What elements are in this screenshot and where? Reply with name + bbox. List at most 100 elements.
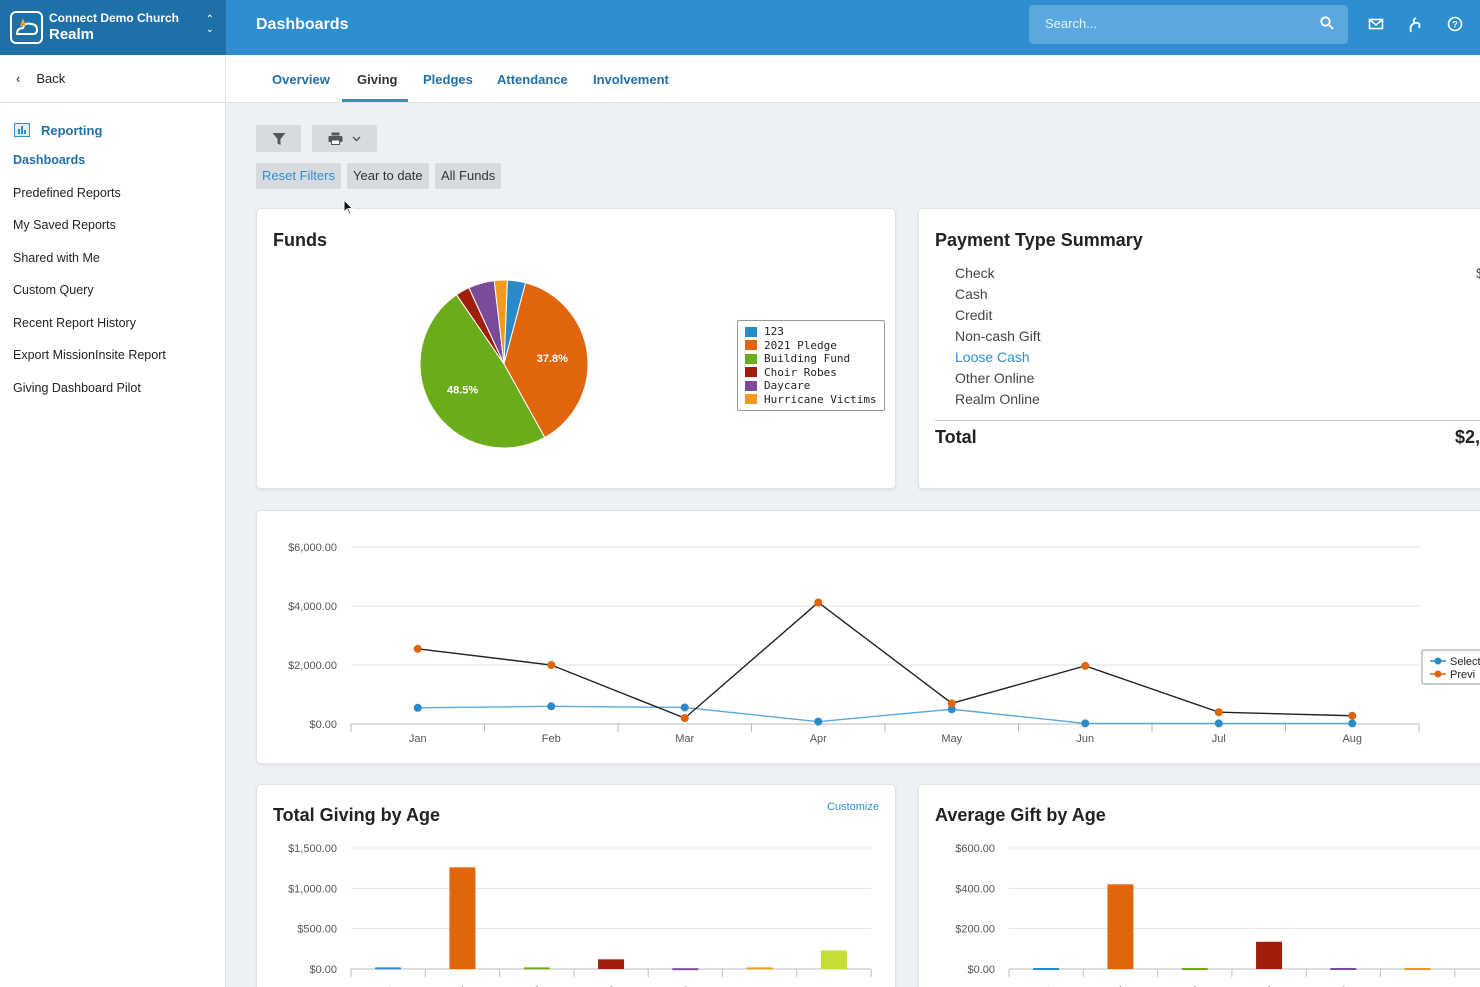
- y-tick-label: $2,000.00: [288, 660, 337, 672]
- data-point: [1348, 719, 1357, 728]
- customize-link[interactable]: Customize: [827, 801, 879, 813]
- reporting-label: Reporting: [41, 122, 103, 138]
- funds-filter-chip[interactable]: All Funds: [435, 163, 502, 189]
- series-line: [417, 705, 1353, 725]
- page-title: Dashboards: [256, 16, 349, 33]
- x-tick-label: May: [941, 733, 962, 745]
- giving-by-age-card: Total Giving by Age Customize $0.00 $500.…: [256, 784, 896, 987]
- sidebar-item-my-saved-reports[interactable]: My Saved Reports: [13, 218, 116, 232]
- org-switcher[interactable]: Connect Demo Church Realm ⌃ ⌄: [0, 0, 226, 55]
- avg-gift-by-age-card: Average Gift by Age $0.00 $200.00 $400.00 $…: [918, 784, 1480, 987]
- sidebar-item-recent-report-history[interactable]: Recent Report History: [13, 315, 136, 330]
- sidebar-item-dashboards[interactable]: Dashboards: [13, 153, 86, 167]
- top-bar: Dashboards ?: [226, 0, 1480, 55]
- funds-title: Funds: [273, 230, 327, 250]
- bar: [672, 968, 699, 971]
- bar: [1033, 967, 1060, 970]
- search-box[interactable]: [1029, 5, 1348, 44]
- active-tab-indicator: [342, 99, 408, 102]
- sidebar-item-custom-query[interactable]: Custom Query: [13, 283, 94, 297]
- sidebar-item-predefined-reports[interactable]: Predefined Reports: [13, 185, 121, 200]
- total-value: $2,: [1455, 427, 1480, 447]
- reset-filters-button[interactable]: Reset Filters: [256, 163, 341, 189]
- reporting-section[interactable]: Reporting: [0, 122, 225, 138]
- payment-row-check: Check: [955, 265, 995, 281]
- legend-swatch: [745, 394, 757, 405]
- bar: [1330, 967, 1357, 970]
- chevron-left-icon: ‹: [16, 71, 21, 86]
- bar: [746, 967, 773, 970]
- data-point: [680, 714, 689, 723]
- tab-involvement[interactable]: Involvement: [593, 72, 669, 87]
- payment-row-noncash: Non-cash Gift: [955, 328, 1041, 344]
- tab-pledges[interactable]: Pledges: [423, 72, 473, 87]
- sidebar-item-shared-with-me[interactable]: Shared with Me: [13, 250, 100, 265]
- tab-overview[interactable]: Overview: [272, 72, 330, 87]
- legend-item: Daycare: [745, 379, 877, 393]
- y-tick-label: $6,000.00: [288, 542, 337, 554]
- print-button[interactable]: [312, 125, 377, 152]
- payment-row-credit: Credit: [955, 307, 993, 323]
- total-label: Total: [935, 427, 977, 447]
- pie-slice: [503, 282, 589, 439]
- legend-item: Choir Robes: [745, 366, 877, 380]
- avg-gift-by-age-chart: $0.00$200.00$400.00$600.00...er...24...3…: [955, 843, 1480, 987]
- payment-check-value: $: [1476, 265, 1480, 281]
- total-divider: [935, 420, 1480, 421]
- x-tick-label: Feb: [542, 733, 561, 745]
- sidebar-item-export-missioninsite[interactable]: Export MissionInsite Report: [13, 348, 166, 362]
- legend-label: Building Fund: [764, 352, 851, 365]
- data-point: [413, 644, 422, 653]
- x-tick-label: Mar: [675, 733, 694, 745]
- bar: [449, 867, 476, 969]
- giving-by-age-title: Total Giving by Age: [273, 805, 441, 825]
- y-tick-label: $4,000.00: [288, 601, 337, 613]
- avg-gift-by-age-title: Average Gift by Age: [935, 805, 1106, 825]
- date-range-chip[interactable]: Year to date: [347, 163, 429, 189]
- x-tick-label: Jun: [1076, 733, 1094, 745]
- y-tick-label: $1,000.00: [288, 883, 337, 895]
- payment-summary-title: Payment Type Summary: [935, 230, 1143, 250]
- search-input[interactable]: [1045, 16, 1305, 31]
- x-tick-label: Jan: [409, 733, 427, 745]
- sidebar-item-giving-dashboard-pilot[interactable]: Giving Dashboard Pilot: [13, 380, 141, 395]
- legend-swatch: [745, 340, 757, 351]
- data-point: [814, 717, 823, 726]
- legend-swatch: [745, 367, 757, 378]
- sidebar-list: Dashboards Predefined Reports My Saved R…: [0, 144, 225, 404]
- sidebar: ‹ Back Reporting Dashboards Predefined R…: [0, 55, 226, 987]
- series-line: [417, 601, 1353, 719]
- dashboard-tabs: Overview Giving Pledges Attendance Invol…: [226, 55, 1480, 103]
- payment-summary-card: Payment Type Summary Check Cash Credit N…: [918, 208, 1480, 489]
- y-tick-label: $200.00: [955, 924, 995, 936]
- bar: [1404, 967, 1431, 970]
- filter-button[interactable]: [256, 125, 301, 152]
- search-icon[interactable]: [1320, 16, 1334, 35]
- back-link[interactable]: ‹ Back: [0, 55, 225, 103]
- legend-item: 2021 Pledge: [745, 339, 877, 353]
- bar-chart-icon: [14, 123, 30, 137]
- legend-swatch: [745, 380, 757, 391]
- giving-by-age-chart: $0.00$500.00$1,000.00$1,500.00...er...24…: [288, 843, 872, 987]
- help-icon[interactable]: ?: [1447, 16, 1463, 37]
- y-tick-label: $0.00: [309, 964, 337, 976]
- connect-app-icon[interactable]: [1407, 16, 1423, 39]
- legend-label: Daycare: [764, 379, 811, 392]
- legend-item: Building Fund: [745, 352, 877, 366]
- data-point: [1348, 711, 1357, 720]
- chevron-down-icon: [352, 136, 361, 141]
- legend-label: 123: [764, 325, 784, 338]
- filter-icon: [272, 132, 285, 145]
- mail-icon[interactable]: [1368, 16, 1384, 37]
- product-name: Realm: [49, 25, 95, 43]
- y-tick-label: $0.00: [967, 964, 995, 976]
- giving-trend-chart: $0.00 $2,000.00 $4,000.00 $6,000.00 Jan Feb Ma…: [288, 542, 1480, 745]
- legend-swatch: [745, 353, 757, 364]
- payment-row-realm-online: Realm Online: [955, 391, 1040, 407]
- tab-giving[interactable]: Giving: [357, 72, 398, 87]
- chevron-updown-icon: ⌃ ⌄: [205, 14, 214, 35]
- data-point: [1214, 719, 1223, 728]
- tab-attendance[interactable]: Attendance: [497, 72, 568, 87]
- data-point: [547, 702, 556, 711]
- payment-row-loose-cash[interactable]: Loose Cash: [955, 349, 1030, 365]
